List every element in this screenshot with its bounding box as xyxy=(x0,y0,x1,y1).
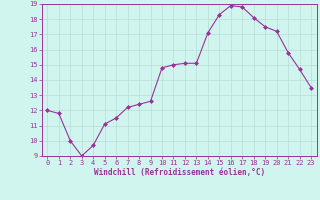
X-axis label: Windchill (Refroidissement éolien,°C): Windchill (Refroidissement éolien,°C) xyxy=(94,168,265,177)
